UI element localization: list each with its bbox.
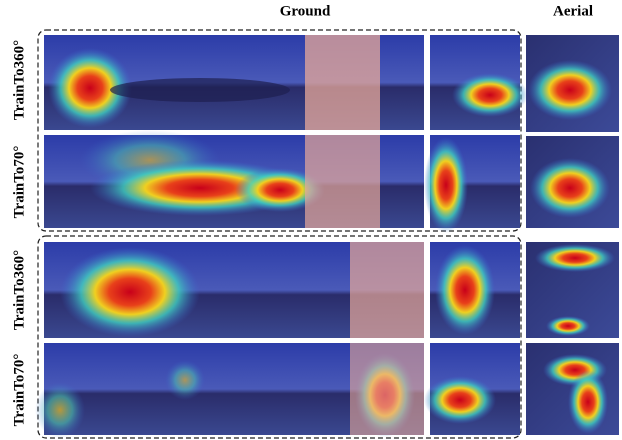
- crop: [430, 35, 528, 130]
- panorama: [44, 35, 424, 130]
- row-label: TrainTo70°: [11, 354, 27, 427]
- row-label: TrainTo360°: [11, 40, 27, 120]
- figure: Ground Aerial TrainTo360° TrainTo70° Tra…: [0, 0, 622, 440]
- crop: [424, 135, 520, 233]
- panorama: [44, 242, 424, 338]
- crop: [430, 242, 520, 338]
- crop: [424, 343, 520, 435]
- row-label: TrainTo360°: [11, 250, 27, 330]
- aerial-image: [526, 343, 619, 435]
- aerial-image: [526, 136, 619, 228]
- column-header: Aerial: [553, 3, 593, 19]
- panorama: [35, 343, 424, 438]
- column-header: Ground: [280, 3, 331, 19]
- aerial-image: [526, 242, 619, 338]
- row-label: TrainTo70°: [11, 146, 27, 219]
- aerial-image: [526, 35, 619, 132]
- panorama: [44, 130, 424, 228]
